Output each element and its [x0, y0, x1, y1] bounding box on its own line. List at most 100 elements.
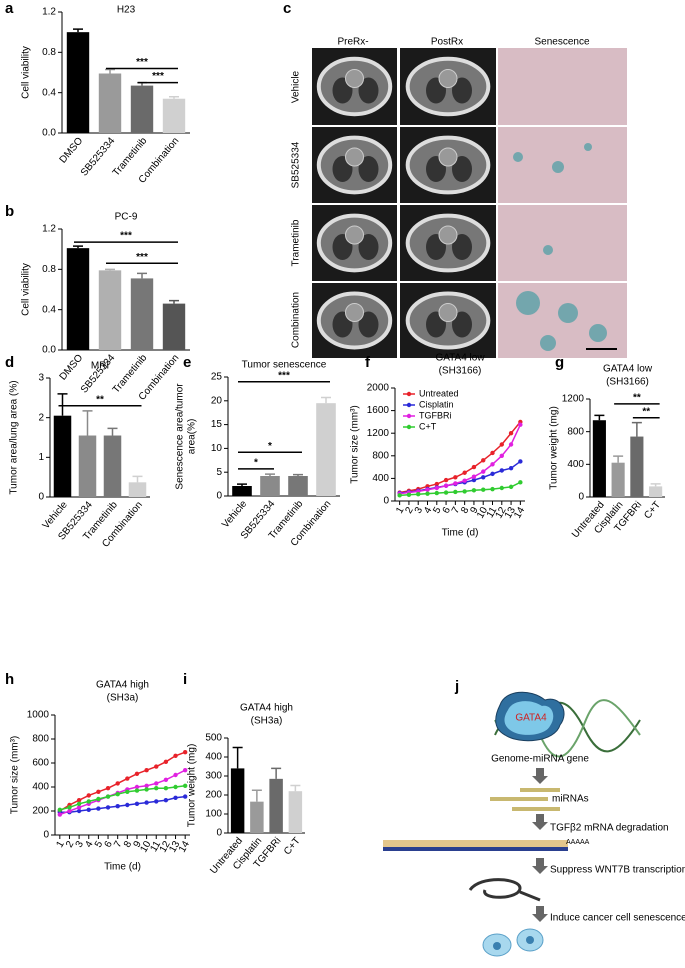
data-point	[144, 783, 149, 788]
data-point	[406, 492, 412, 497]
panel-letter: i	[183, 671, 187, 688]
data-point	[508, 484, 514, 490]
x-tick-label: 12	[158, 839, 173, 855]
x-tick-label: 6	[103, 839, 116, 850]
y-tick-label: 600	[32, 758, 49, 769]
legend-label: C+T	[419, 421, 437, 431]
y-tick-label: 200	[32, 806, 49, 817]
panel-letter: h	[5, 671, 14, 688]
y-tick-label: 200	[205, 790, 222, 801]
y-tick-label: 1600	[367, 405, 390, 416]
bar	[232, 486, 252, 496]
x-tick-label: 6	[441, 505, 454, 516]
data-point	[499, 442, 504, 447]
bar	[260, 476, 280, 496]
histology-image	[498, 48, 627, 125]
x-tick-label: 1	[394, 505, 407, 516]
data-point	[154, 786, 159, 791]
x-tick-label: 5	[431, 505, 444, 516]
poly-a: AAAAA	[566, 839, 590, 846]
bar	[162, 98, 186, 133]
panel-letter: d	[5, 354, 14, 371]
error-bar	[251, 789, 262, 802]
data-point	[144, 800, 149, 805]
bar	[230, 768, 245, 833]
mri-lung	[452, 156, 472, 182]
y-axis-label: Cell viability	[21, 263, 32, 316]
data-point	[182, 750, 188, 755]
data-point	[471, 464, 477, 470]
y-tick-label: 0.0	[42, 345, 56, 356]
data-point	[182, 783, 188, 788]
senescent-cells	[482, 928, 544, 957]
error-bar	[293, 473, 303, 477]
bar	[98, 270, 122, 350]
data-point	[499, 453, 504, 458]
mri-lung	[452, 77, 472, 104]
data-point	[471, 477, 477, 483]
mrna-strand	[383, 847, 568, 851]
data-point	[453, 489, 458, 495]
error-bar	[73, 245, 83, 249]
x-tick-label: C+T	[642, 500, 663, 522]
stain-spot	[540, 335, 556, 351]
y-tick-label: 800	[372, 450, 389, 461]
error-bar	[237, 483, 247, 487]
error-bar	[232, 746, 243, 769]
data-point	[163, 786, 169, 791]
significance-label: *	[254, 458, 258, 469]
dna-loop	[468, 878, 541, 902]
bar	[53, 415, 72, 497]
data-point	[134, 771, 140, 776]
data-point	[518, 480, 523, 485]
bar	[250, 801, 264, 833]
y-tick-label: 0	[383, 496, 389, 507]
x-tick-label: 2	[404, 505, 417, 516]
y-tick-label: 800	[567, 426, 584, 437]
y-tick-label: 1200	[367, 428, 390, 439]
data-point	[86, 799, 91, 804]
error-bar	[271, 767, 282, 779]
data-point	[134, 801, 140, 806]
y-tick-label: 0	[43, 830, 49, 841]
chart-title: MRI	[91, 361, 109, 372]
data-point	[425, 487, 430, 492]
row-label: Vehicle	[291, 70, 302, 103]
stain-spot	[543, 245, 553, 255]
data-point	[443, 477, 449, 483]
error-bar	[169, 299, 179, 304]
x-tick-label: 3	[74, 839, 87, 850]
error-bar	[265, 473, 275, 477]
stain-spot	[584, 143, 592, 151]
y-tick-label: 2000	[367, 383, 390, 394]
chart-title: GATA4 high	[240, 703, 293, 714]
x-tick-label: 8	[459, 505, 472, 516]
y-tick-label: 2	[38, 412, 44, 423]
protein-highlight	[504, 701, 554, 735]
chart-subtitle: (SH3166)	[606, 377, 649, 388]
data-point	[182, 794, 188, 799]
data-point	[397, 493, 402, 498]
step-label: Genome-miRNA gene	[491, 754, 589, 765]
y-tick-label: 0.4	[42, 87, 56, 98]
y-tick-label: 0	[216, 491, 222, 502]
chart-title: GATA4 low	[603, 364, 653, 375]
x-tick-label: DMSO	[58, 135, 86, 165]
protein-label: GATA4	[515, 713, 547, 724]
bar	[649, 486, 663, 497]
x-tick-label: 4	[83, 839, 96, 850]
data-point	[471, 474, 477, 479]
data-point	[96, 806, 101, 811]
y-tick-label: 10	[211, 443, 223, 454]
x-tick-label: 7	[450, 505, 463, 516]
mri-heart	[438, 225, 458, 245]
data-point	[481, 475, 486, 480]
data-point	[434, 490, 439, 496]
data-point	[86, 793, 91, 798]
x-tick-label: 4	[422, 505, 435, 516]
data-point	[67, 805, 72, 810]
data-point	[125, 802, 130, 808]
data-point	[462, 470, 467, 475]
error-bar	[105, 268, 115, 271]
mri-heart	[345, 303, 364, 322]
